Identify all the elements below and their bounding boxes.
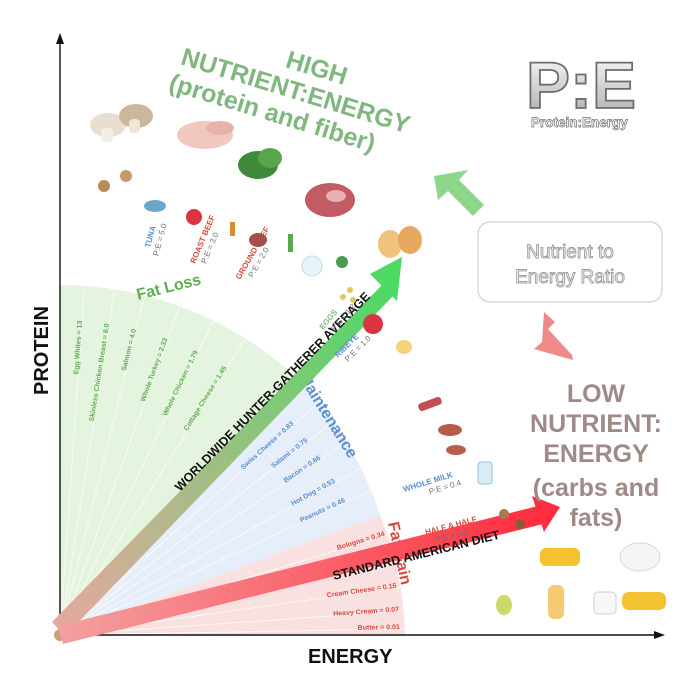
low-nutrient-arrow bbox=[534, 312, 573, 360]
fat-loss-zone bbox=[60, 285, 296, 635]
guide-line bbox=[59, 322, 213, 636]
high-nutrient-arrow bbox=[434, 170, 484, 216]
svg-text:ENERGY: ENERGY bbox=[543, 440, 649, 468]
guide-line bbox=[59, 307, 180, 636]
guide-line bbox=[59, 610, 405, 636]
y-axis-label: PROTEIN bbox=[31, 306, 53, 395]
svg-text:(carbs and: (carbs and bbox=[533, 474, 659, 502]
shrimp-picture bbox=[177, 121, 234, 149]
svg-text:NUTRIENT:: NUTRIENT: bbox=[530, 410, 662, 438]
guide-line bbox=[59, 291, 115, 636]
callout-tuna: TUNA P:E = 5.0 bbox=[143, 222, 169, 257]
pe-logo: P:E bbox=[526, 48, 636, 122]
spinach-picture bbox=[238, 148, 282, 179]
guide-line bbox=[59, 287, 85, 636]
fat-gain-food-label: Heavy Cream = 0.07 bbox=[333, 606, 399, 618]
y-axis-arrowhead bbox=[56, 33, 64, 44]
guide-line bbox=[59, 422, 333, 636]
fat-loss-label: Fat Loss bbox=[135, 271, 203, 303]
fat-loss-food-label: Egg Whites = 13 bbox=[73, 320, 84, 374]
small-food-icons bbox=[98, 170, 666, 619]
fat-gain-food-label: Butter = 0.01 bbox=[358, 624, 400, 632]
ratio-box bbox=[477, 221, 663, 303]
eggs-picture bbox=[378, 226, 422, 258]
pe-logo-subtitle: Protein:Energy bbox=[531, 115, 628, 130]
mushrooms-picture bbox=[90, 104, 153, 142]
guide-line bbox=[59, 297, 145, 636]
ratio-box-line-2: Energy Ratio bbox=[515, 267, 625, 288]
x-axis-label: ENERGY bbox=[308, 646, 393, 668]
maintenance-zone bbox=[60, 377, 380, 635]
steak-picture bbox=[305, 183, 355, 217]
standard-american-diet-arrow bbox=[58, 496, 560, 644]
hunter-gatherer-arrow bbox=[52, 257, 402, 636]
guide-line bbox=[59, 441, 347, 636]
guide-line bbox=[59, 467, 362, 636]
guide-line bbox=[59, 488, 373, 636]
x-axis-arrowhead bbox=[654, 631, 665, 639]
guide-line bbox=[59, 628, 405, 636]
low-nutrient-title: LOW NUTRIENT: ENERGY (carbs and fats) bbox=[530, 380, 662, 532]
svg-text:LOW: LOW bbox=[567, 380, 626, 408]
svg-text:fats): fats) bbox=[570, 504, 623, 532]
ratio-box-line-1: Nutrient to bbox=[526, 242, 614, 263]
callout-whole-milk: WHOLE MILK P:E = 0.4 bbox=[402, 470, 463, 496]
